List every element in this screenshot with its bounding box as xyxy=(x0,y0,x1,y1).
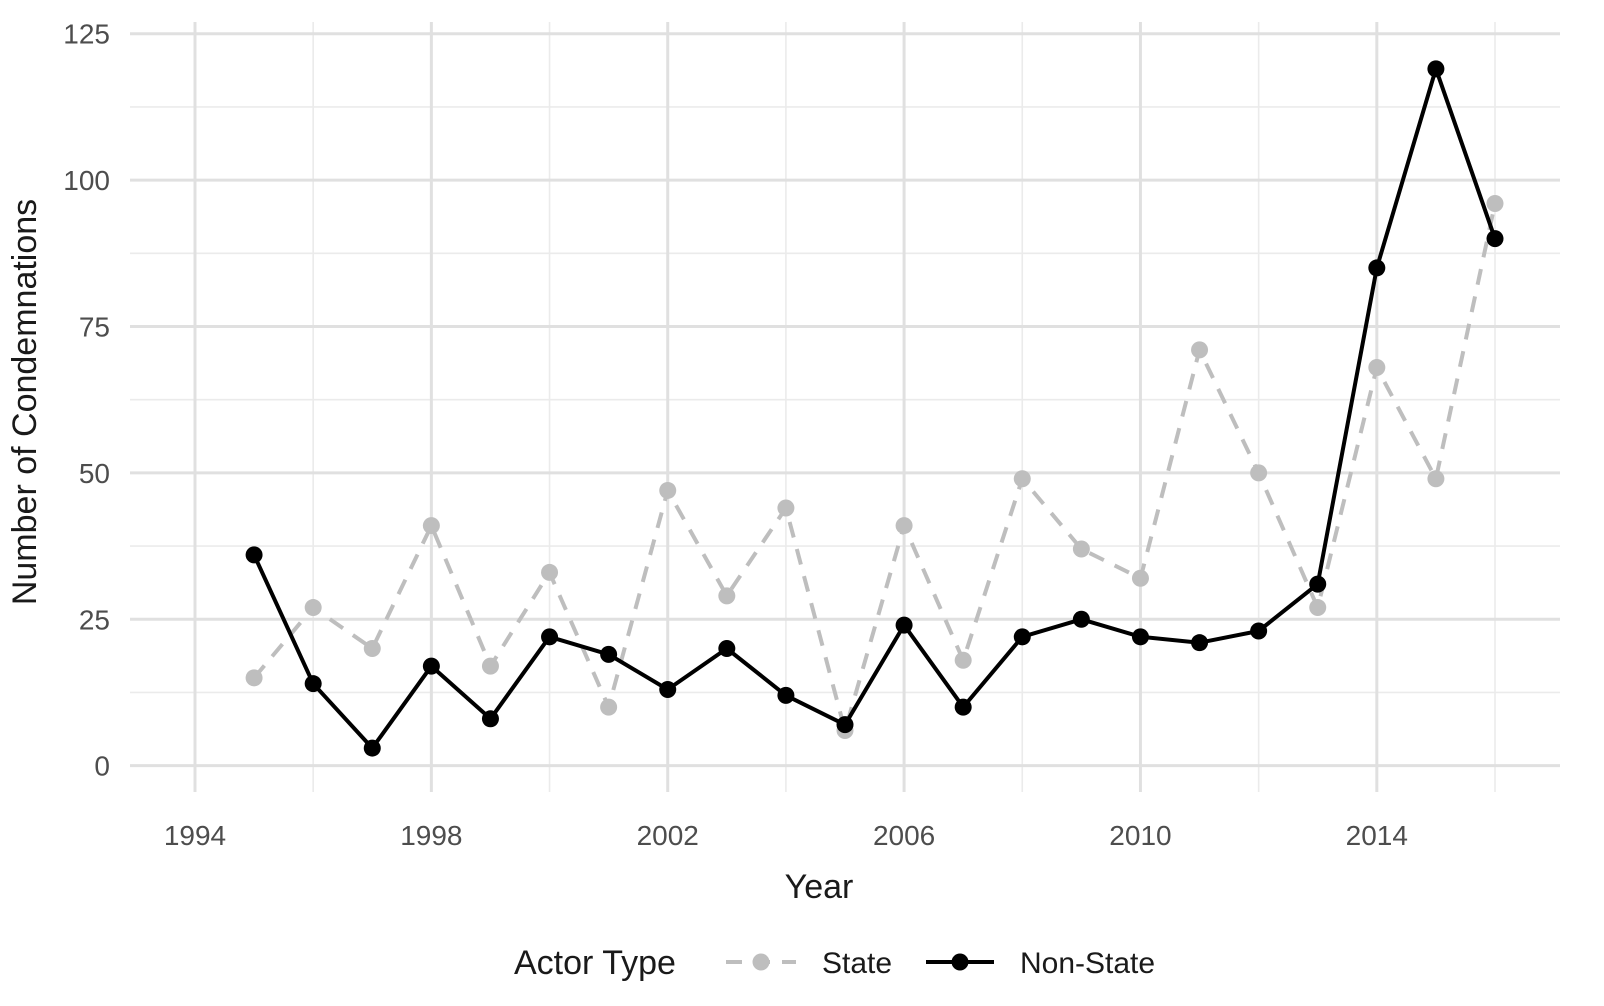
data-point-non-state xyxy=(422,657,440,675)
grid-minor xyxy=(130,22,1560,792)
x-tick-label: 1994 xyxy=(164,820,226,851)
x-tick-label: 2014 xyxy=(1346,820,1408,851)
x-tick-label: 2006 xyxy=(873,820,935,851)
data-point-non-state xyxy=(1368,259,1386,277)
x-axis-tick-labels: 1994 1998 2002 2006 2010 2014 xyxy=(164,820,1408,851)
x-tick-label: 2010 xyxy=(1109,820,1171,851)
y-tick-label: 100 xyxy=(63,165,110,196)
data-point-non-state xyxy=(600,645,618,663)
data-point-non-state xyxy=(1013,628,1031,646)
data-point-state xyxy=(245,669,263,687)
data-point-state xyxy=(1013,470,1031,488)
data-point-non-state xyxy=(481,710,499,728)
x-tick-label: 2002 xyxy=(637,820,699,851)
data-point-state xyxy=(304,599,322,617)
data-point-non-state xyxy=(1309,575,1327,593)
legend-state-point-swatch xyxy=(752,953,770,971)
series-layer xyxy=(245,60,1504,757)
data-point-non-state xyxy=(1072,610,1090,628)
data-point-state xyxy=(363,640,381,658)
data-point-non-state xyxy=(954,698,972,716)
data-point-state xyxy=(659,481,677,499)
legend-state-label: State xyxy=(822,947,892,980)
legend-non-state-point-swatch xyxy=(951,953,969,971)
data-point-state xyxy=(1486,195,1504,213)
data-point-state xyxy=(954,651,972,669)
data-point-state xyxy=(718,587,736,605)
y-tick-label: 50 xyxy=(79,458,110,489)
data-point-state xyxy=(422,517,440,535)
data-point-state xyxy=(481,657,499,675)
data-point-non-state xyxy=(1131,628,1149,646)
y-axis-tick-labels: 0 25 50 75 100 125 xyxy=(63,19,110,782)
data-point-state xyxy=(1309,599,1327,617)
data-point-state xyxy=(1427,470,1445,488)
data-point-state xyxy=(895,517,913,535)
data-point-non-state xyxy=(718,640,736,658)
y-axis-title: Number of Condemnations xyxy=(6,199,44,605)
x-tick-label: 1998 xyxy=(400,820,462,851)
y-tick-label: 125 xyxy=(63,19,110,50)
series-line-state xyxy=(252,203,1497,733)
data-point-state xyxy=(541,563,559,581)
x-axis-title: Year xyxy=(785,868,854,906)
data-point-non-state xyxy=(1486,230,1504,248)
data-point-non-state xyxy=(304,675,322,693)
legend-title: Actor Type xyxy=(514,944,676,982)
data-point-non-state xyxy=(541,628,559,646)
data-point-non-state xyxy=(777,686,795,704)
data-point-state xyxy=(777,499,795,517)
data-point-non-state xyxy=(895,616,913,634)
y-tick-label: 75 xyxy=(79,311,110,342)
y-tick-label: 0 xyxy=(94,751,110,782)
y-tick-label: 25 xyxy=(79,604,110,635)
legend-non-state-label: Non-State xyxy=(1020,947,1155,980)
legend: Actor Type State Non-State xyxy=(514,944,1155,982)
data-point-non-state xyxy=(659,681,677,699)
data-point-state xyxy=(1072,540,1090,558)
data-point-non-state xyxy=(1250,622,1268,640)
data-point-state xyxy=(600,698,618,716)
data-point-state xyxy=(1191,341,1209,359)
data-point-non-state xyxy=(1427,60,1445,78)
series-line-non-state xyxy=(252,66,1497,751)
data-point-non-state xyxy=(1191,634,1209,652)
data-point-non-state xyxy=(245,546,263,564)
grid-major xyxy=(130,22,1560,792)
data-point-non-state xyxy=(836,716,854,734)
data-point-non-state xyxy=(363,739,381,757)
data-point-state xyxy=(1250,464,1268,482)
data-point-state xyxy=(1368,358,1386,376)
data-point-state xyxy=(1131,569,1149,587)
